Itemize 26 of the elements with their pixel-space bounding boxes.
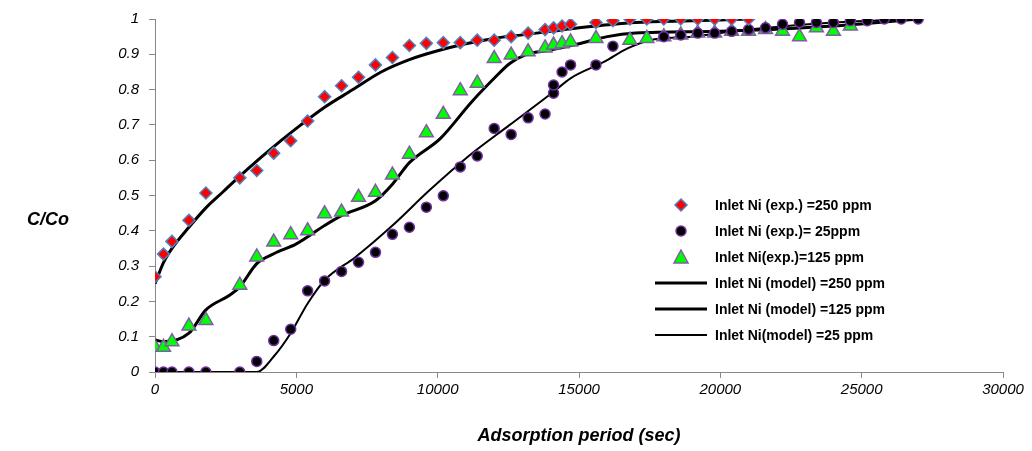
legend-label: Inlet Ni (model) =125 ppm [715,301,885,317]
x-axis-title: Adsorption period (sec) [476,425,681,446]
x-tick-label: 15000 [558,380,601,398]
x-tick-label: 10000 [416,380,460,398]
y-tick-label: 0.9 [118,44,140,62]
legend-label: Inlet Ni (exp.) =250 ppm [715,197,872,213]
y-tick-label: 0.8 [118,79,140,97]
x-tick-label: 30000 [982,380,1025,398]
y-axis-title: C/Co [27,209,69,230]
legend-label: Inlet Ni (model) =250 ppm [715,275,885,291]
y-tick-label: 0.3 [118,256,140,274]
y-tick-label: 0.7 [118,115,140,133]
x-tick-label: 5000 [279,380,314,398]
y-tick-label: 0.5 [118,185,140,203]
x-tick-label: 25000 [839,380,884,398]
y-tick-label: 1 [130,9,139,27]
y-tick-label: 0.1 [118,326,139,344]
y-tick-label: 0.6 [118,150,140,168]
y-tick-label: 0 [130,362,140,380]
x-tick-label: 0 [150,380,160,398]
legend-label: Inlet Ni (exp.)= 25ppm [715,223,861,239]
legend-label: Inlet Ni(model) =25 ppm [715,327,874,343]
x-tick-label: 20000 [698,380,742,398]
legend-label: Inlet Ni(exp.)=125 ppm [715,249,864,265]
y-tick-label: 0.4 [118,220,139,238]
y-tick-label: 0.2 [118,291,140,309]
